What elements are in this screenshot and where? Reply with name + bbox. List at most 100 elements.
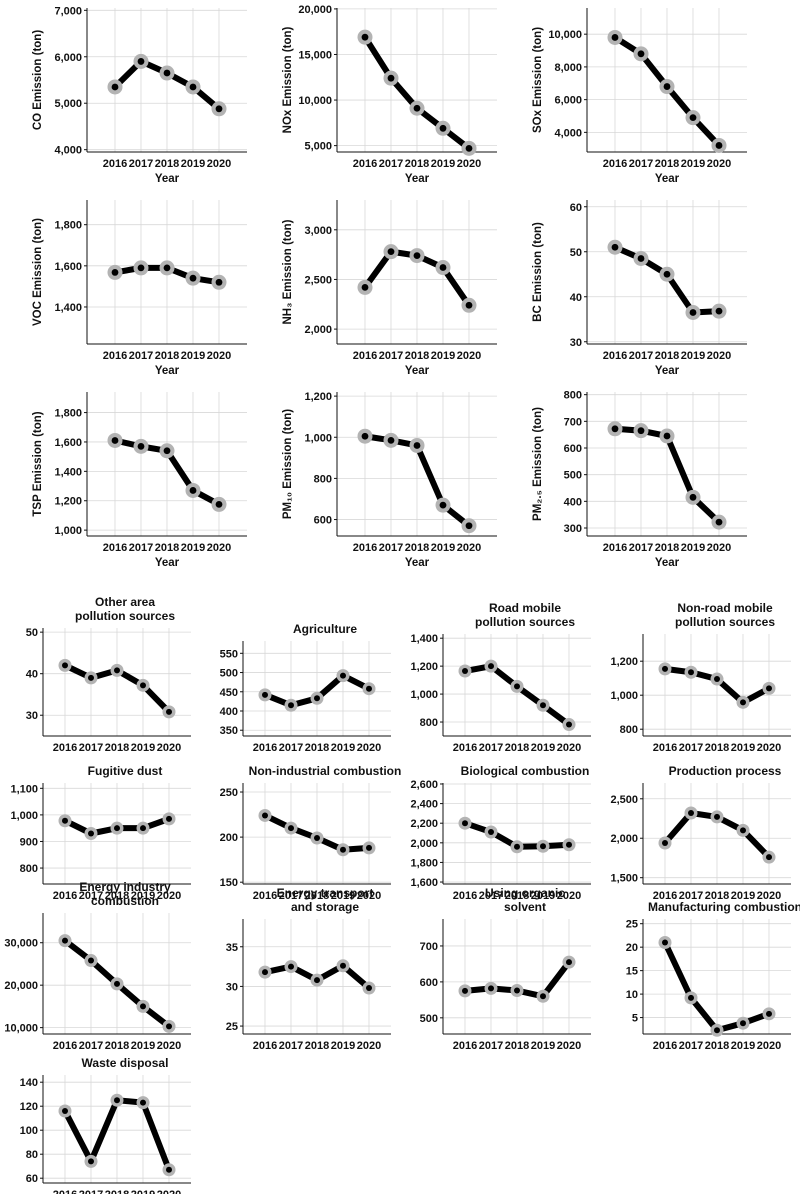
x-tick-label: 2019 (531, 890, 555, 902)
x-tick-label: 2016 (453, 890, 477, 902)
data-point-dot (663, 270, 671, 278)
data-point (607, 29, 623, 45)
data-point-dot (114, 980, 120, 987)
data-point-dot (689, 493, 697, 501)
y-tick-label: 400 (564, 496, 582, 508)
data-point (658, 662, 672, 676)
data-point-dot (740, 699, 746, 706)
y-tick-label: 8,000 (554, 62, 582, 74)
y-tick-label: 40 (570, 292, 582, 304)
y-tick-label: 1,600 (410, 877, 438, 889)
data-point (658, 836, 672, 850)
y-tick-label: 1,000 (610, 690, 638, 702)
x-tick-label: 2020 (707, 542, 731, 554)
y-tick-label: 5 (632, 1013, 638, 1025)
data-point (685, 110, 701, 126)
x-tick-label: 2019 (331, 890, 355, 902)
data-point (736, 695, 750, 709)
x-tick-label: 2017 (79, 1040, 103, 1052)
x-axis-title: Year (655, 173, 680, 185)
data-point-dot (715, 518, 723, 526)
chart-title: Biological combustion (461, 764, 590, 778)
y-tick-label: 500 (420, 1013, 438, 1025)
data-point (107, 432, 123, 448)
x-axis-title: Year (405, 365, 430, 377)
data-point (136, 999, 150, 1013)
chart-title: Agriculture (293, 622, 357, 636)
x-tick-label: 2017 (129, 542, 153, 554)
y-tick-label: 1,100 (10, 783, 38, 795)
data-point (110, 821, 124, 835)
data-point-dot (62, 662, 68, 669)
x-tick-label: 2020 (557, 742, 581, 754)
y-tick-label: 2,400 (410, 799, 438, 811)
data-point (185, 270, 201, 286)
y-tick-label: 60 (26, 1173, 38, 1185)
y-tick-label: 2,200 (410, 818, 438, 830)
data-point (710, 810, 724, 824)
data-point-dot (688, 994, 694, 1001)
y-tick-label: 1,000 (54, 525, 82, 537)
x-tick-label: 2020 (157, 742, 181, 754)
chart-co: 4,000 5,000 6,000 7,000 2016 2017 2018 2019 2020… (32, 5, 247, 185)
x-tick-label: 2019 (681, 542, 705, 554)
x-axis-title: Year (155, 557, 180, 569)
data-point (685, 305, 701, 320)
data-point-dot (111, 83, 119, 91)
x-tick-label: 2020 (557, 890, 581, 902)
data-point-dot (166, 1166, 172, 1173)
x-tick-label: 2020 (207, 350, 231, 362)
x-axis-title: Year (405, 557, 430, 569)
chart-nh3: 2,000 2,500 3,000 2016 2017 2018 2019 2020 Year N… (282, 200, 497, 377)
data-point-dot (288, 702, 294, 709)
y-tick-label: 60 (570, 202, 582, 214)
x-tick-label: 2018 (655, 542, 679, 554)
data-point-dot (366, 844, 372, 851)
y-tick-label: 10,000 (298, 95, 332, 107)
y-tick-label: 20,000 (4, 980, 38, 992)
y-tick-label: 15 (626, 966, 638, 978)
x-tick-label: 2016 (653, 742, 677, 754)
x-tick-label: 2020 (757, 890, 781, 902)
y-tick-label: 1,200 (54, 496, 82, 508)
data-point (284, 821, 298, 835)
chart-bc: 30 40 50 60 2016 2017 2018 2019 2020 Year BC Emiss… (532, 200, 747, 377)
data-point (336, 843, 350, 857)
data-point (435, 497, 451, 513)
data-point-dot (439, 501, 447, 509)
chart-title: pollution sources (475, 615, 575, 629)
data-point (383, 70, 399, 86)
x-tick-label: 2020 (707, 350, 731, 362)
data-point (211, 101, 227, 117)
data-point (458, 816, 472, 830)
data-point-dot (163, 264, 171, 272)
data-point-dot (140, 1099, 146, 1106)
data-point (84, 954, 98, 968)
data-point-dot (215, 278, 223, 286)
x-tick-label: 2017 (379, 350, 403, 362)
x-tick-label: 2020 (157, 1040, 181, 1052)
x-tick-label: 2020 (757, 742, 781, 754)
x-tick-label: 2019 (331, 742, 355, 754)
x-axis-title: Year (405, 173, 430, 185)
data-point (362, 841, 376, 855)
data-point-dot (262, 691, 268, 698)
data-point (362, 981, 376, 995)
data-point-dot (662, 939, 668, 946)
chart-agriculture: 350 400 450 500 550 2016 2017 2018 2019 2020 Agric… (220, 622, 391, 754)
data-point (383, 244, 399, 260)
x-tick-label: 2016 (353, 158, 377, 170)
x-tick-label: 2016 (603, 350, 627, 362)
chart-title: Waste disposal (82, 1056, 169, 1070)
data-point-dot (361, 33, 369, 41)
data-point-dot (566, 959, 572, 966)
data-point (185, 79, 201, 95)
y-tick-label: 40 (26, 669, 38, 681)
x-tick-label: 2018 (105, 1189, 129, 1194)
data-point (633, 251, 649, 266)
y-tick-label: 800 (620, 724, 638, 736)
y-tick-label: 500 (220, 668, 238, 680)
y-tick-label: 10,000 (4, 1023, 38, 1035)
data-point-dot (140, 682, 146, 689)
